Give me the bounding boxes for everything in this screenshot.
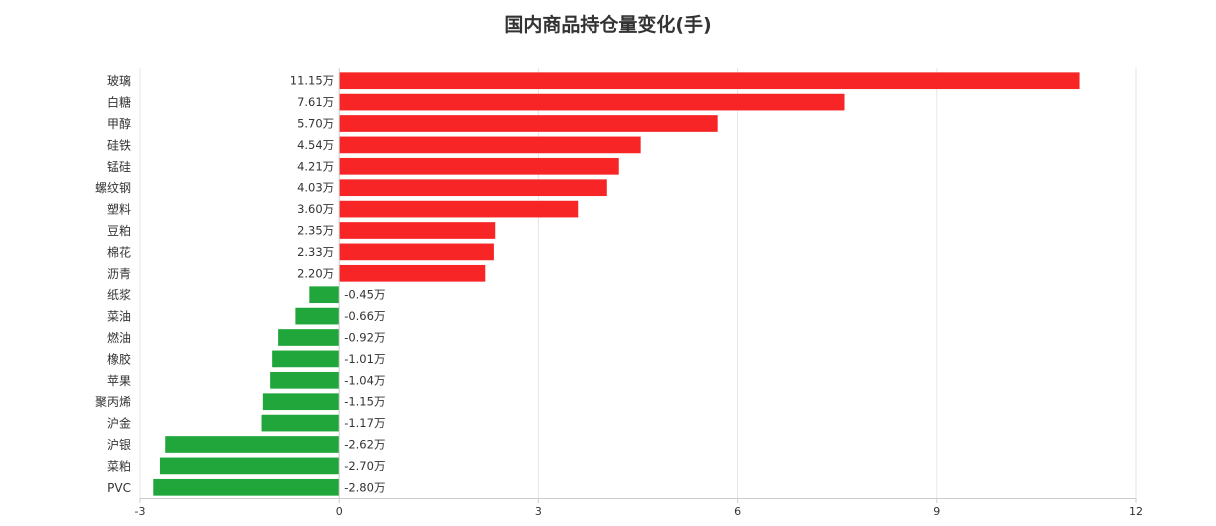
bar: [339, 200, 579, 218]
data-label: -1.17万: [344, 416, 385, 430]
x-tick-label: -3: [135, 505, 146, 518]
bar: [339, 179, 607, 197]
bar: [339, 72, 1080, 90]
category-label: 燃油: [107, 330, 131, 345]
data-label: 3.60万: [297, 202, 334, 216]
bar: [262, 393, 340, 411]
data-label: 4.54万: [297, 138, 334, 152]
category-label: 塑料: [107, 202, 131, 217]
bar: [270, 371, 340, 389]
bar: [159, 457, 340, 475]
data-label: -1.04万: [344, 373, 385, 387]
bar: [261, 414, 340, 432]
bar: [278, 329, 340, 346]
data-label: 2.33万: [297, 245, 334, 259]
data-label: -0.45万: [344, 288, 385, 302]
data-label: 2.20万: [297, 266, 334, 280]
data-label: -0.66万: [344, 309, 385, 323]
data-label: 4.03万: [297, 181, 334, 195]
category-label: 苹果: [107, 374, 131, 388]
bar: [339, 157, 619, 175]
bar: [309, 286, 340, 304]
data-label: -1.01万: [344, 352, 385, 366]
category-label: PVC: [107, 481, 131, 495]
category-label: 白糖: [107, 95, 131, 110]
x-tick-label: 9: [933, 505, 940, 518]
bar: [272, 350, 340, 368]
category-label: 硅铁: [107, 138, 131, 152]
bar: [339, 243, 494, 261]
category-label: 棉花: [107, 244, 131, 259]
category-label: 锰硅: [107, 159, 131, 174]
x-tick-label: 0: [336, 505, 343, 518]
data-label: -2.80万: [344, 480, 385, 494]
category-label: 沪银: [107, 438, 131, 452]
x-tick-label: 6: [734, 505, 741, 518]
bar: [295, 307, 340, 325]
bar: [339, 93, 845, 111]
data-label: 7.61万: [297, 95, 334, 109]
chart-title: 国内商品持仓量变化(手): [504, 14, 712, 36]
data-label: -1.15万: [344, 395, 385, 409]
bar: [339, 115, 718, 132]
bar: [153, 478, 340, 496]
data-label: 2.35万: [297, 224, 334, 238]
data-label: 4.21万: [297, 159, 334, 173]
x-tick-label: 3: [535, 505, 542, 518]
category-label: 沥青: [107, 267, 131, 281]
bar: [339, 136, 641, 154]
category-label: 甲醇: [107, 116, 131, 131]
data-label: 5.70万: [297, 117, 334, 131]
x-tick-label: 12: [1129, 505, 1143, 518]
bar: [165, 436, 340, 453]
category-label: 菜粕: [107, 458, 131, 473]
category-label: 菜油: [107, 310, 131, 324]
category-label: 豆粕: [107, 223, 131, 238]
data-label: -0.92万: [344, 331, 385, 345]
bar: [339, 222, 496, 239]
category-label: 玻璃: [107, 74, 131, 88]
category-label: 聚丙烯: [95, 395, 131, 409]
category-label: 沪金: [107, 416, 131, 431]
category-label: 橡胶: [107, 351, 131, 366]
category-label: 纸浆: [107, 287, 131, 302]
data-label: -2.62万: [344, 438, 385, 452]
bar: [339, 264, 486, 282]
category-label: 螺纹钢: [95, 181, 131, 195]
data-label: 11.15万: [290, 74, 334, 88]
data-label: -2.70万: [344, 459, 385, 473]
